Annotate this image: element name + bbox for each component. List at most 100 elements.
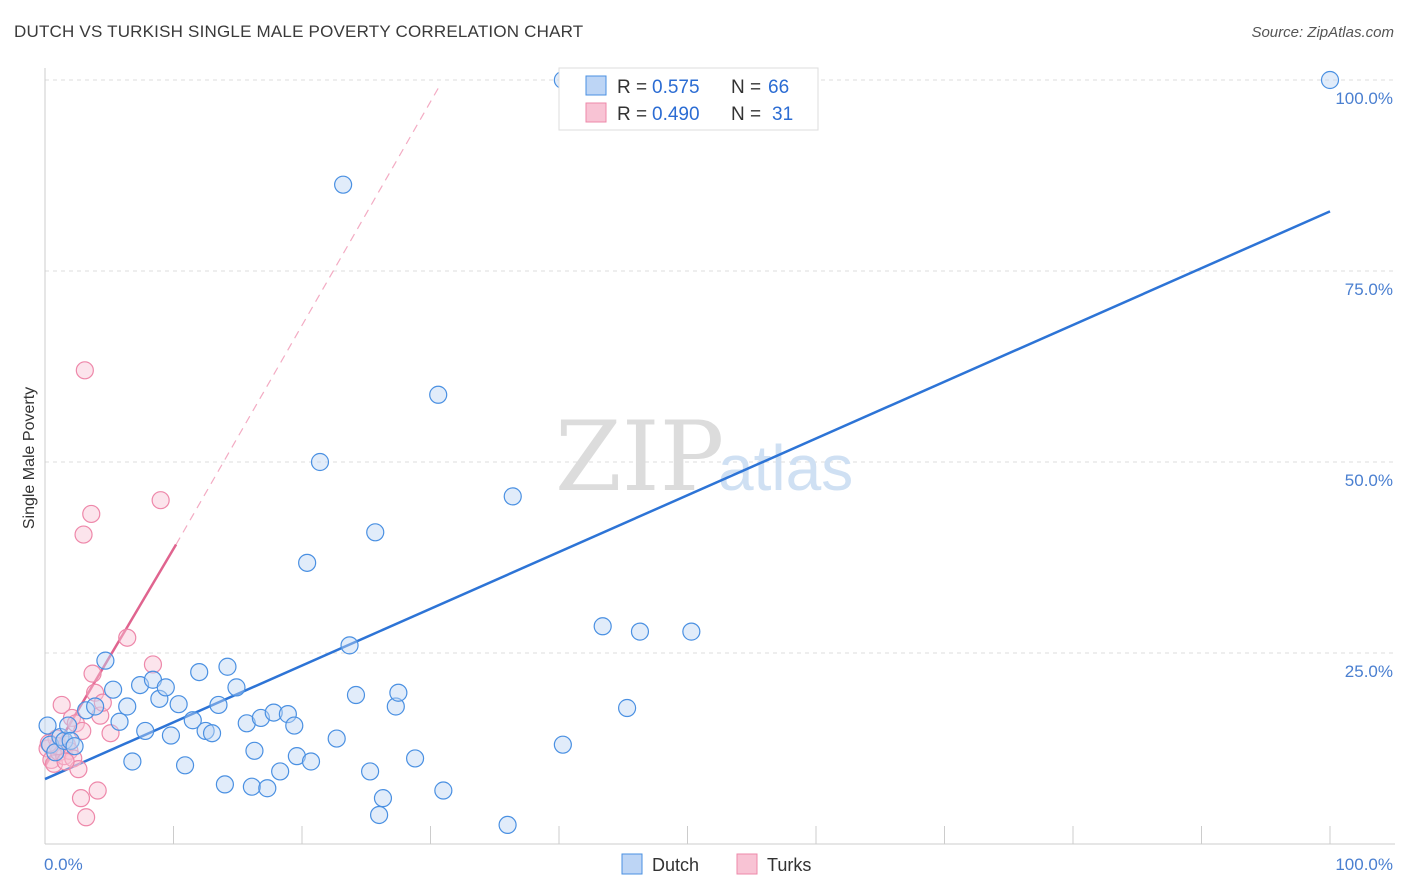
dutch-point	[161, 726, 181, 745]
y-tick-labels: 25.0% 50.0% 75.0% 100.0%	[1335, 89, 1393, 681]
dutch-point	[553, 735, 572, 754]
turks-trend-dashed	[175, 83, 442, 545]
dutch-point	[405, 749, 425, 768]
bottom-legend-turks-swatch	[736, 853, 758, 875]
dutch-trend-line	[44, 210, 1331, 781]
legend-dutch-swatch	[585, 75, 607, 96]
turks-point	[143, 655, 163, 674]
legend-turks-r-value: 0.490	[652, 104, 700, 125]
turks-point	[88, 781, 107, 800]
legend-turks-swatch	[585, 102, 607, 123]
axes	[44, 68, 1395, 845]
dutch-point	[136, 721, 155, 741]
dutch-trend-solid	[44, 210, 1331, 781]
dutch-point	[169, 695, 188, 714]
legend-turks-n-value: 31	[772, 104, 793, 125]
legend-dutch-n-value: 66	[768, 77, 789, 98]
dutch-point	[218, 657, 237, 676]
bottom-legend-dutch-label: Dutch	[652, 855, 699, 875]
dutch-point	[123, 752, 142, 771]
dutch-point	[434, 781, 453, 800]
dutch-point	[278, 705, 297, 724]
turks-point	[82, 504, 101, 524]
dutch-point	[150, 689, 169, 708]
chart-title: DUTCH VS TURKISH SINGLE MALE POVERTY COR…	[14, 22, 584, 41]
dutch-point	[156, 678, 175, 697]
dutch-point	[370, 805, 389, 825]
dutch-points	[38, 70, 1340, 835]
turks-trend-solid	[43, 543, 178, 767]
dutch-point	[285, 716, 304, 735]
y-axis-label: Single Male Poverty	[21, 387, 38, 529]
grid-lines	[45, 79, 1395, 654]
dutch-point	[346, 685, 366, 705]
turks-point	[73, 721, 92, 741]
dutch-point	[618, 698, 637, 718]
x-tick-labels: 0.0% 100.0%	[44, 855, 1393, 874]
dutch-point	[209, 695, 228, 715]
turks-point	[86, 683, 105, 702]
dutch-point	[55, 731, 74, 750]
dutch-point	[630, 622, 650, 641]
turks-point	[56, 752, 75, 771]
dutch-point	[682, 622, 701, 641]
dutch-point	[340, 636, 359, 655]
dutch-point	[271, 762, 290, 781]
x-tick-label-1: 100.0%	[1335, 855, 1393, 874]
turks-point	[74, 525, 93, 544]
dutch-point	[310, 452, 330, 472]
dutch-point	[215, 775, 234, 794]
dutch-point	[237, 714, 256, 733]
dutch-point	[264, 703, 283, 722]
dutch-point	[96, 651, 115, 670]
y-tick-label-1: 50.0%	[1345, 471, 1393, 490]
dutch-point	[202, 724, 222, 743]
dutch-point	[38, 716, 57, 735]
dutch-point	[334, 175, 353, 194]
dutch-point	[298, 553, 317, 572]
dutch-point	[1320, 70, 1340, 90]
dutch-point	[175, 756, 195, 775]
dutch-point	[373, 789, 393, 808]
dutch-point	[366, 523, 385, 542]
watermark: ZIP atlas	[555, 401, 853, 513]
y-tick-label-0: 25.0%	[1345, 662, 1393, 681]
legend-dutch-n-label: N =	[731, 77, 761, 98]
turks-point	[71, 789, 91, 808]
stats-legend: R = 0.575 N = 66 R = 0.490 N = 31	[558, 67, 819, 131]
dutch-point	[593, 617, 612, 636]
y-tick-label-3: 100.0%	[1335, 89, 1393, 108]
dutch-point	[429, 385, 448, 404]
watermark-atlas: atlas	[718, 432, 853, 504]
chart-source: Source: ZipAtlas.com	[1251, 24, 1394, 41]
dutch-point	[386, 697, 405, 716]
dutch-point	[503, 487, 522, 506]
dutch-point	[190, 662, 209, 682]
dutch-point	[287, 747, 306, 766]
turks-point	[151, 491, 170, 510]
turks-point	[118, 628, 137, 647]
turks-point	[77, 808, 96, 827]
series-legend: Dutch Turks	[621, 853, 811, 875]
legend-dutch-r-label: R =	[617, 77, 647, 98]
dutch-point	[258, 779, 277, 798]
turks-point	[52, 695, 71, 715]
turks-trend-line	[43, 83, 442, 767]
dutch-point	[389, 683, 408, 702]
dutch-point	[183, 711, 202, 730]
dutch-point	[86, 697, 105, 716]
dutch-point	[227, 678, 246, 697]
dutch-point	[104, 680, 123, 699]
dutch-point	[327, 729, 346, 748]
dutch-point	[498, 815, 517, 835]
turks-point	[75, 361, 94, 380]
dutch-point	[242, 777, 261, 796]
legend-turks-n-label: N =	[731, 104, 761, 125]
dutch-point	[110, 712, 129, 731]
dutch-point	[65, 737, 84, 756]
dutch-point	[59, 716, 78, 735]
watermark-zip: ZIP	[555, 401, 724, 513]
legend-turks-r-label: R =	[617, 104, 647, 125]
dutch-point	[361, 762, 380, 781]
